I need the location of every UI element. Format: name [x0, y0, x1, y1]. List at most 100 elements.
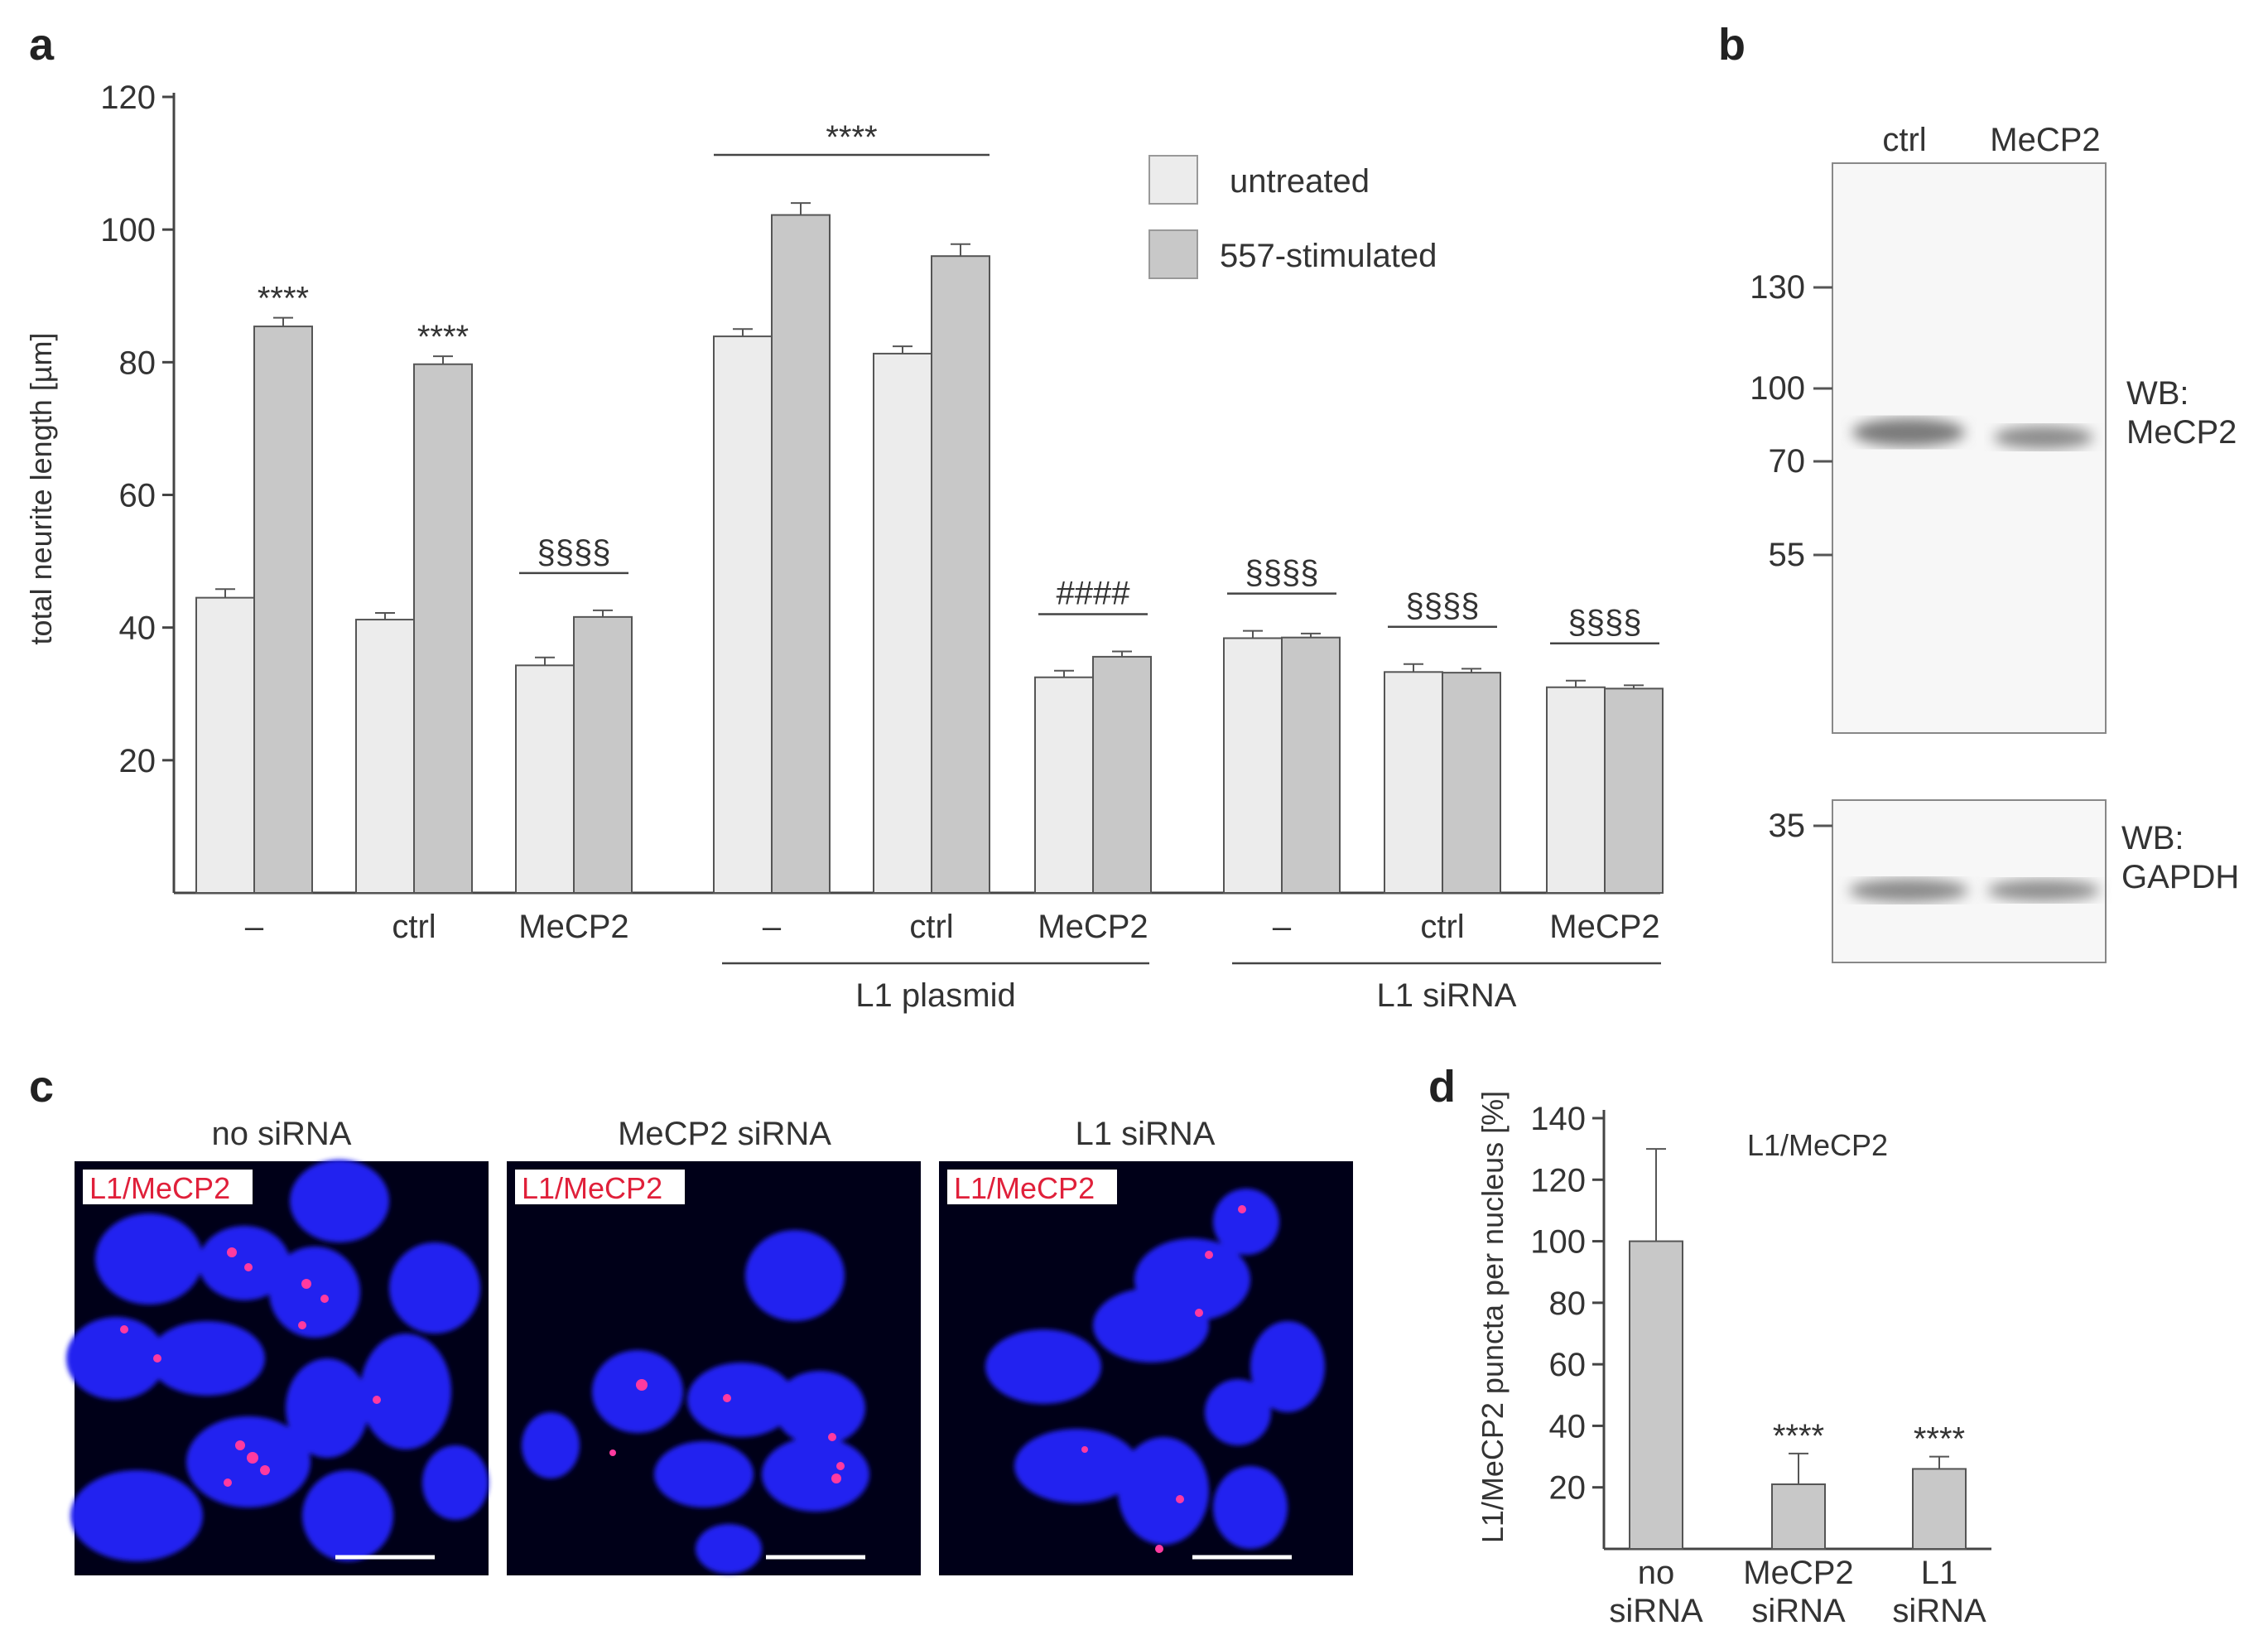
chart-a-group-label: L1 plasmid [855, 977, 1015, 1014]
micrograph-tag-no-sirna: L1/MeCP2 [89, 1171, 230, 1205]
legend-swatch-untreated [1148, 155, 1198, 205]
chart-a-sig-label: §§§§ [1245, 555, 1319, 591]
chart-a-category-label: ctrl [1420, 909, 1464, 945]
blot-marker-70: 70 [1769, 443, 1806, 480]
micrograph-title-l1-sirna: L1 siRNA [1076, 1116, 1216, 1152]
chart-d-category-label: siRNA [1892, 1593, 1986, 1629]
chart-a: total neurite length [µm] untreated 557-… [24, 80, 1664, 1014]
western-blot: ctrl MeCP2 130 100 70 55 35 WB: MeCP2 WB… [1750, 122, 2239, 963]
blot-marker-55: 55 [1769, 537, 1806, 573]
chart-a-bar [1546, 686, 1606, 894]
chart-d-ytick-label: 120 [1530, 1162, 1586, 1199]
chart-d-bar [1771, 1483, 1826, 1550]
chart-a-ytick-label: 20 [119, 743, 156, 779]
chart-a-category-label: – [1273, 909, 1292, 945]
chart-a-ytick-label: 100 [100, 212, 156, 248]
chart-d-category-label: MeCP2 [1743, 1555, 1853, 1591]
chart-d-sig-label: **** [1773, 1418, 1824, 1454]
blot-lane-mecp2: MeCP2 [1990, 122, 2100, 158]
chart-a-sig-label: **** [417, 319, 469, 355]
blot-band-mecp2-mecp2 [1994, 426, 2093, 449]
chart-d-ytick-label: 40 [1549, 1408, 1587, 1445]
chart-a-bar [253, 326, 313, 895]
chart-d: L1/MeCP2 puncta per nucleus [%] L1/MeCP2… [1476, 1091, 1991, 1629]
panel-letter-b: b [1718, 20, 1746, 70]
chart-a-bar [195, 596, 255, 894]
chart-a-bar [1223, 637, 1283, 894]
micrograph-tag-mecp2-sirna: L1/MeCP2 [522, 1171, 662, 1205]
chart-a-category-label: MeCP2 [518, 909, 628, 945]
chart-a-bar [573, 615, 633, 894]
chart-a-bar [1604, 687, 1664, 894]
chart-a-bar [1281, 636, 1341, 894]
micrograph-no-sirna: L1/MeCP2 [66, 1160, 489, 1575]
chart-a-bar [771, 214, 831, 894]
blot-label-mecp2-1: WB: [2126, 375, 2189, 412]
blot-label-mecp2-2: MeCP2 [2126, 414, 2237, 451]
blot-marker-130: 130 [1750, 269, 1805, 306]
chart-a-category-label: MeCP2 [1549, 909, 1659, 945]
blot-membrane-top [1832, 162, 2107, 734]
micrograph-l1-sirna: L1/MeCP2 [939, 1161, 1353, 1575]
blot-band-gapdh-ctrl [1849, 879, 1968, 902]
chart-a-ytick-label: 80 [119, 345, 156, 381]
chart-d-category-label: L1 [1921, 1555, 1958, 1591]
chart-d-ytick-label: 80 [1549, 1285, 1587, 1322]
chart-a-bar [873, 352, 932, 894]
blot-marker-35: 35 [1769, 808, 1806, 844]
chart-a-category-label: – [245, 909, 264, 945]
chart-a-sig-label: §§§§ [1568, 605, 1642, 641]
legend-swatch-stimulated [1148, 229, 1198, 279]
micrographs: no siRNA [66, 1116, 1353, 1575]
micrograph-title-no-sirna: no siRNA [212, 1116, 352, 1152]
chart-a-ylabel: total neurite length [µm] [24, 333, 58, 645]
chart-d-bar [1629, 1240, 1683, 1550]
chart-a-sig-label: §§§§ [1406, 588, 1480, 625]
chart-a-sig-label: §§§§ [537, 534, 611, 571]
legend-label-untreated: untreated [1230, 163, 1370, 200]
chart-d-sig-label: **** [1914, 1421, 1965, 1458]
chart-a-ytick-label: 120 [100, 80, 156, 116]
chart-a-sig-label: **** [258, 281, 309, 317]
chart-a-category-label: MeCP2 [1038, 909, 1148, 945]
chart-d-ytick-label: 140 [1530, 1101, 1586, 1137]
micrograph-tag-l1-sirna: L1/MeCP2 [954, 1171, 1095, 1205]
micrograph-mecp2-sirna: L1/MeCP2 [507, 1161, 921, 1575]
chart-a-category-label: ctrl [392, 909, 436, 945]
chart-a-bar [1442, 672, 1501, 895]
chart-d-category-label: no [1638, 1555, 1675, 1591]
legend-label-stimulated: 557-stimulated [1220, 238, 1437, 274]
blot-label-gapdh-1: WB: [2121, 820, 2184, 856]
blot-marker-100: 100 [1750, 370, 1805, 407]
blot-lane-ctrl: ctrl [1882, 122, 1926, 158]
panel-letter-d: d [1428, 1062, 1456, 1112]
chart-a-bar [413, 363, 473, 894]
chart-a-ytick-label: 60 [119, 478, 156, 514]
chart-a-ytick-label: 40 [119, 610, 156, 647]
blot-band-gapdh-mecp2 [1987, 880, 2100, 901]
chart-a-bar [1034, 676, 1094, 895]
chart-a-sig-label: #### [1057, 575, 1131, 611]
micrograph-title-mecp2-sirna: MeCP2 siRNA [618, 1116, 831, 1152]
chart-a-bar [355, 619, 415, 894]
chart-d-ylabel: L1/MeCP2 puncta per nucleus [%] [1476, 1091, 1510, 1543]
blot-band-mecp2-ctrl [1852, 418, 1965, 446]
chart-a-bar [1092, 655, 1152, 894]
chart-a-category-label: – [763, 909, 782, 945]
chart-d-ytick-label: 100 [1530, 1224, 1586, 1261]
chart-a-group-label: L1 siRNA [1377, 977, 1517, 1014]
chart-d-ytick-label: 60 [1549, 1347, 1587, 1383]
chart-a-bar [713, 335, 773, 894]
chart-d-ytick-label: 20 [1549, 1470, 1587, 1507]
chart-d-category-label: siRNA [1609, 1593, 1703, 1629]
panel-letter-a: a [29, 20, 55, 70]
chart-d-title: L1/MeCP2 [1747, 1128, 1888, 1162]
chart-a-bar [931, 255, 990, 894]
chart-a-category-label: ctrl [909, 909, 953, 945]
panel-letter-c: c [29, 1062, 54, 1112]
chart-d-category-label: siRNA [1751, 1593, 1846, 1629]
blot-label-gapdh-2: GAPDH [2121, 859, 2239, 895]
chart-a-bar [515, 664, 575, 894]
chart-a-sig-label: **** [826, 119, 877, 156]
